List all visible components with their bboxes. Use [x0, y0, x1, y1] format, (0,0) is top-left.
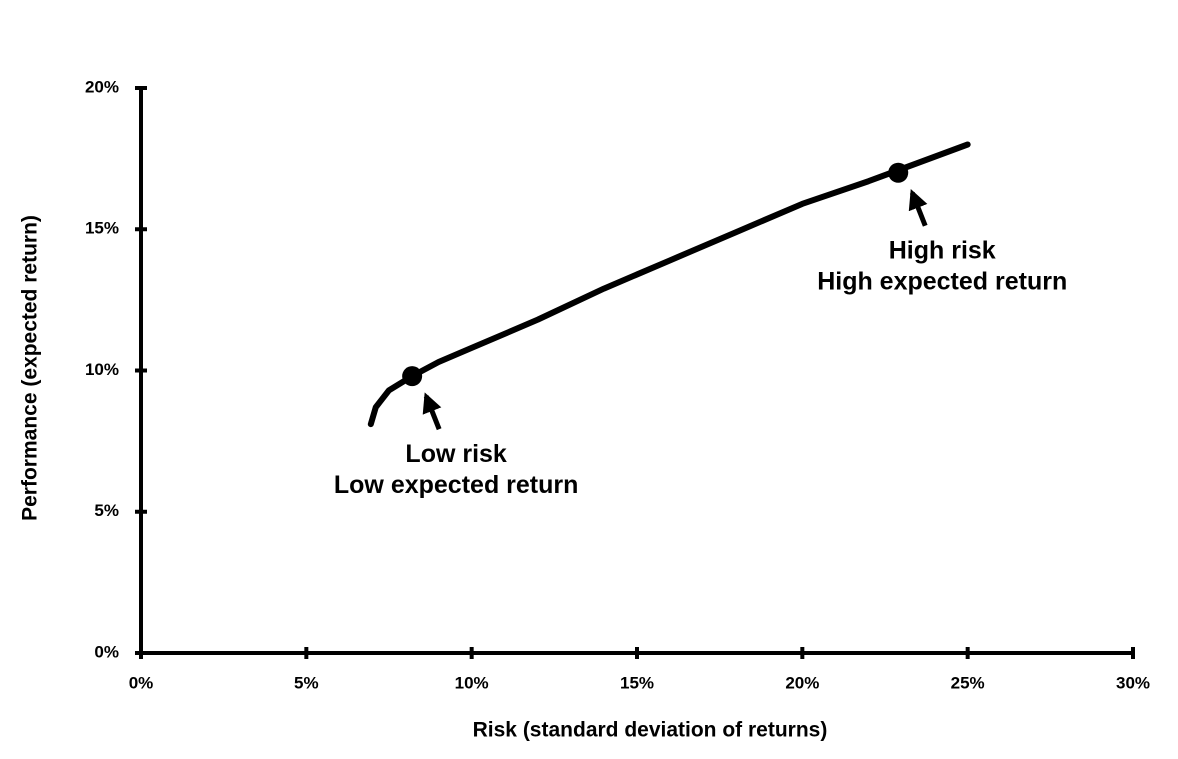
- y-tick-label: 10%: [85, 360, 119, 379]
- x-tick-label: 30%: [1116, 673, 1150, 692]
- highlight-point: [888, 162, 909, 183]
- annotation-text: High expected return: [817, 267, 1067, 295]
- x-tick-label: 0%: [129, 673, 154, 692]
- annotation-text: Low risk: [405, 440, 507, 468]
- x-tick-label: 10%: [455, 673, 489, 692]
- annotation-arrow: [908, 189, 928, 227]
- annotation-arrow: [422, 392, 442, 431]
- annotation-text: High risk: [889, 236, 996, 264]
- y-tick-label: 20%: [85, 77, 119, 96]
- y-tick-label: 5%: [94, 501, 119, 520]
- frontier-line: [367, 141, 971, 428]
- x-tick-label: 15%: [620, 673, 654, 692]
- x-tick-label: 5%: [294, 673, 319, 692]
- highlight-point: [402, 366, 423, 387]
- y-tick-label: 0%: [94, 642, 119, 661]
- x-tick-label: 25%: [951, 673, 985, 692]
- y-tick-label: 15%: [85, 219, 119, 238]
- x-tick-label: 20%: [785, 673, 819, 692]
- y-axis-title: Performance (expected return): [19, 215, 42, 521]
- x-axis-title: Risk (standard deviation of returns): [473, 719, 828, 742]
- annotation-text: Low expected return: [334, 471, 579, 499]
